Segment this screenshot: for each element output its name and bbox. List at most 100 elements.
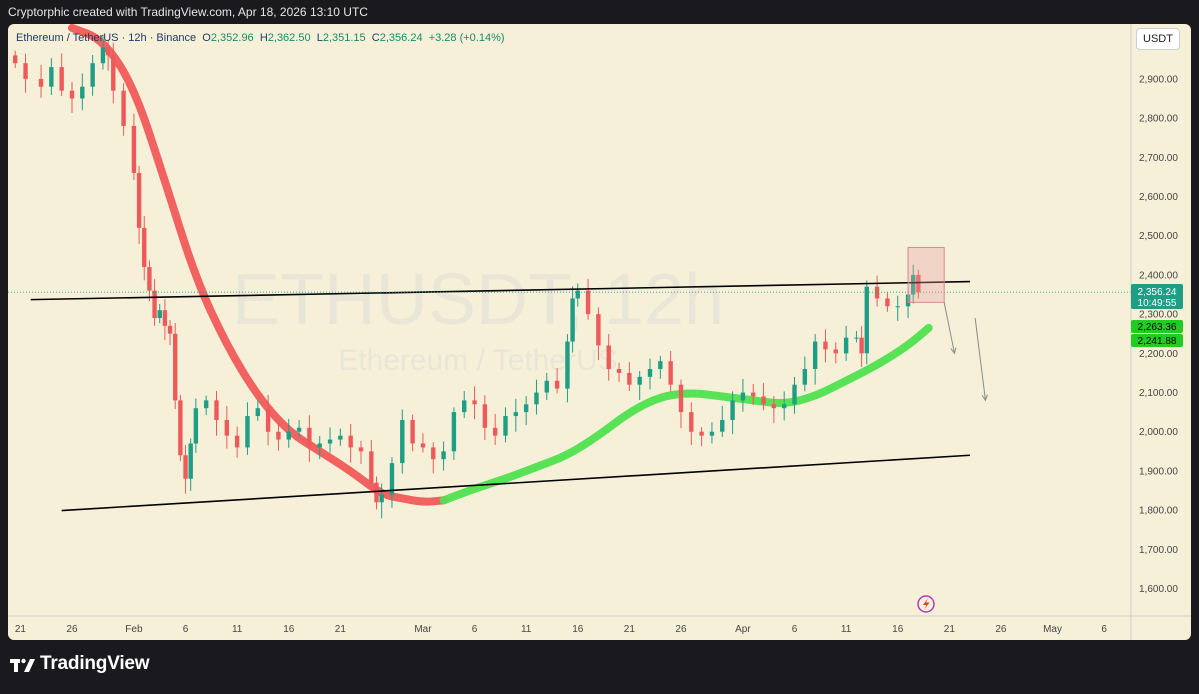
candle[interactable] (234, 435, 240, 448)
candle[interactable] (265, 408, 271, 432)
candle[interactable] (121, 90, 126, 126)
candle[interactable] (761, 396, 766, 405)
candle[interactable] (781, 404, 787, 409)
candle[interactable] (699, 431, 704, 436)
candle[interactable] (245, 416, 250, 448)
candle[interactable] (441, 451, 446, 460)
lightning-icon[interactable] (917, 595, 935, 613)
candle[interactable] (843, 337, 849, 354)
candle[interactable] (792, 384, 797, 405)
candle[interactable] (157, 310, 162, 319)
price-chart[interactable]: ETHUSDT, 12h Ethereum / TetherUS 1,600.0… (8, 24, 1191, 640)
candle[interactable] (771, 404, 777, 409)
candle[interactable] (585, 290, 591, 315)
candle[interactable] (812, 341, 818, 370)
candle[interactable] (575, 290, 580, 299)
trendlines[interactable] (8, 246, 1131, 512)
candle[interactable] (167, 325, 173, 334)
candle[interactable] (513, 412, 519, 417)
candle[interactable] (833, 349, 838, 354)
support-trendline[interactable] (61, 454, 971, 512)
candle[interactable] (173, 333, 178, 401)
candle[interactable] (885, 298, 890, 307)
candle[interactable] (565, 341, 570, 389)
candle[interactable] (80, 86, 85, 99)
symbol-label[interactable]: Ethereum / TetherUS · 12h · Binance (16, 32, 197, 44)
candle[interactable] (152, 290, 157, 319)
candle[interactable] (751, 392, 756, 397)
candle[interactable] (203, 400, 209, 409)
candle[interactable] (255, 408, 260, 417)
candle[interactable] (689, 412, 694, 432)
candle[interactable] (570, 298, 575, 342)
candle[interactable] (389, 463, 395, 495)
candle[interactable] (678, 384, 684, 413)
candle[interactable] (13, 55, 18, 64)
candle[interactable] (668, 361, 673, 385)
candle[interactable] (276, 431, 281, 440)
candle[interactable] (874, 286, 880, 299)
candle[interactable] (534, 392, 539, 405)
candle[interactable] (503, 416, 508, 436)
candle[interactable] (317, 443, 322, 448)
candle[interactable] (286, 431, 291, 440)
candle[interactable] (38, 78, 44, 87)
candle[interactable] (523, 404, 529, 413)
candle[interactable] (214, 400, 219, 420)
candle[interactable] (49, 67, 54, 87)
candle[interactable] (720, 419, 725, 432)
tradingview-logo-icon[interactable] (10, 656, 36, 676)
candle[interactable] (142, 227, 147, 268)
candle[interactable] (400, 419, 405, 464)
highlight-box[interactable] (907, 246, 945, 303)
projection-arrow[interactable] (974, 317, 986, 401)
candle[interactable] (188, 443, 193, 479)
candle[interactable] (823, 341, 828, 350)
candle[interactable] (193, 408, 199, 444)
candle[interactable] (637, 376, 642, 385)
candle[interactable] (90, 63, 95, 87)
candle[interactable] (307, 427, 312, 448)
resistance-trendline[interactable] (30, 280, 970, 301)
candle[interactable] (482, 404, 488, 428)
candle[interactable] (69, 90, 75, 99)
candle[interactable] (162, 310, 168, 326)
candle[interactable] (492, 427, 498, 436)
currency-button[interactable]: USDT (1136, 28, 1180, 50)
candle[interactable] (911, 274, 916, 295)
candle[interactable] (462, 400, 467, 413)
candle[interactable] (544, 380, 549, 393)
candle[interactable] (183, 455, 188, 479)
candle[interactable] (895, 306, 900, 308)
candle[interactable] (105, 47, 111, 56)
candle[interactable] (296, 427, 302, 432)
tradingview-logo-text[interactable]: TradingView (40, 653, 150, 674)
candle[interactable] (740, 392, 746, 401)
candle[interactable] (554, 380, 560, 389)
candle[interactable] (348, 435, 353, 448)
candle[interactable] (147, 267, 152, 291)
candle[interactable] (916, 274, 921, 293)
candle[interactable] (136, 172, 142, 228)
candle[interactable] (327, 439, 333, 444)
candle[interactable] (627, 372, 632, 385)
candle[interactable] (358, 447, 364, 452)
candle[interactable] (658, 361, 663, 370)
candle[interactable] (616, 369, 622, 373)
candle[interactable] (451, 412, 457, 452)
candle[interactable] (374, 482, 379, 503)
candle[interactable] (730, 400, 735, 420)
candle[interactable] (472, 400, 477, 405)
candle[interactable] (178, 400, 183, 456)
candle[interactable] (224, 419, 230, 436)
candle[interactable] (379, 494, 384, 503)
candle[interactable] (111, 55, 116, 91)
candle[interactable] (606, 345, 611, 370)
chart-panel[interactable]: ETHUSDT, 12h Ethereum / TetherUS 1,600.0… (8, 24, 1191, 640)
candle[interactable] (854, 337, 859, 339)
candle[interactable] (647, 369, 653, 377)
candle[interactable] (420, 443, 426, 448)
candle[interactable] (709, 431, 715, 436)
candle[interactable] (23, 63, 28, 79)
candle[interactable] (859, 337, 864, 354)
